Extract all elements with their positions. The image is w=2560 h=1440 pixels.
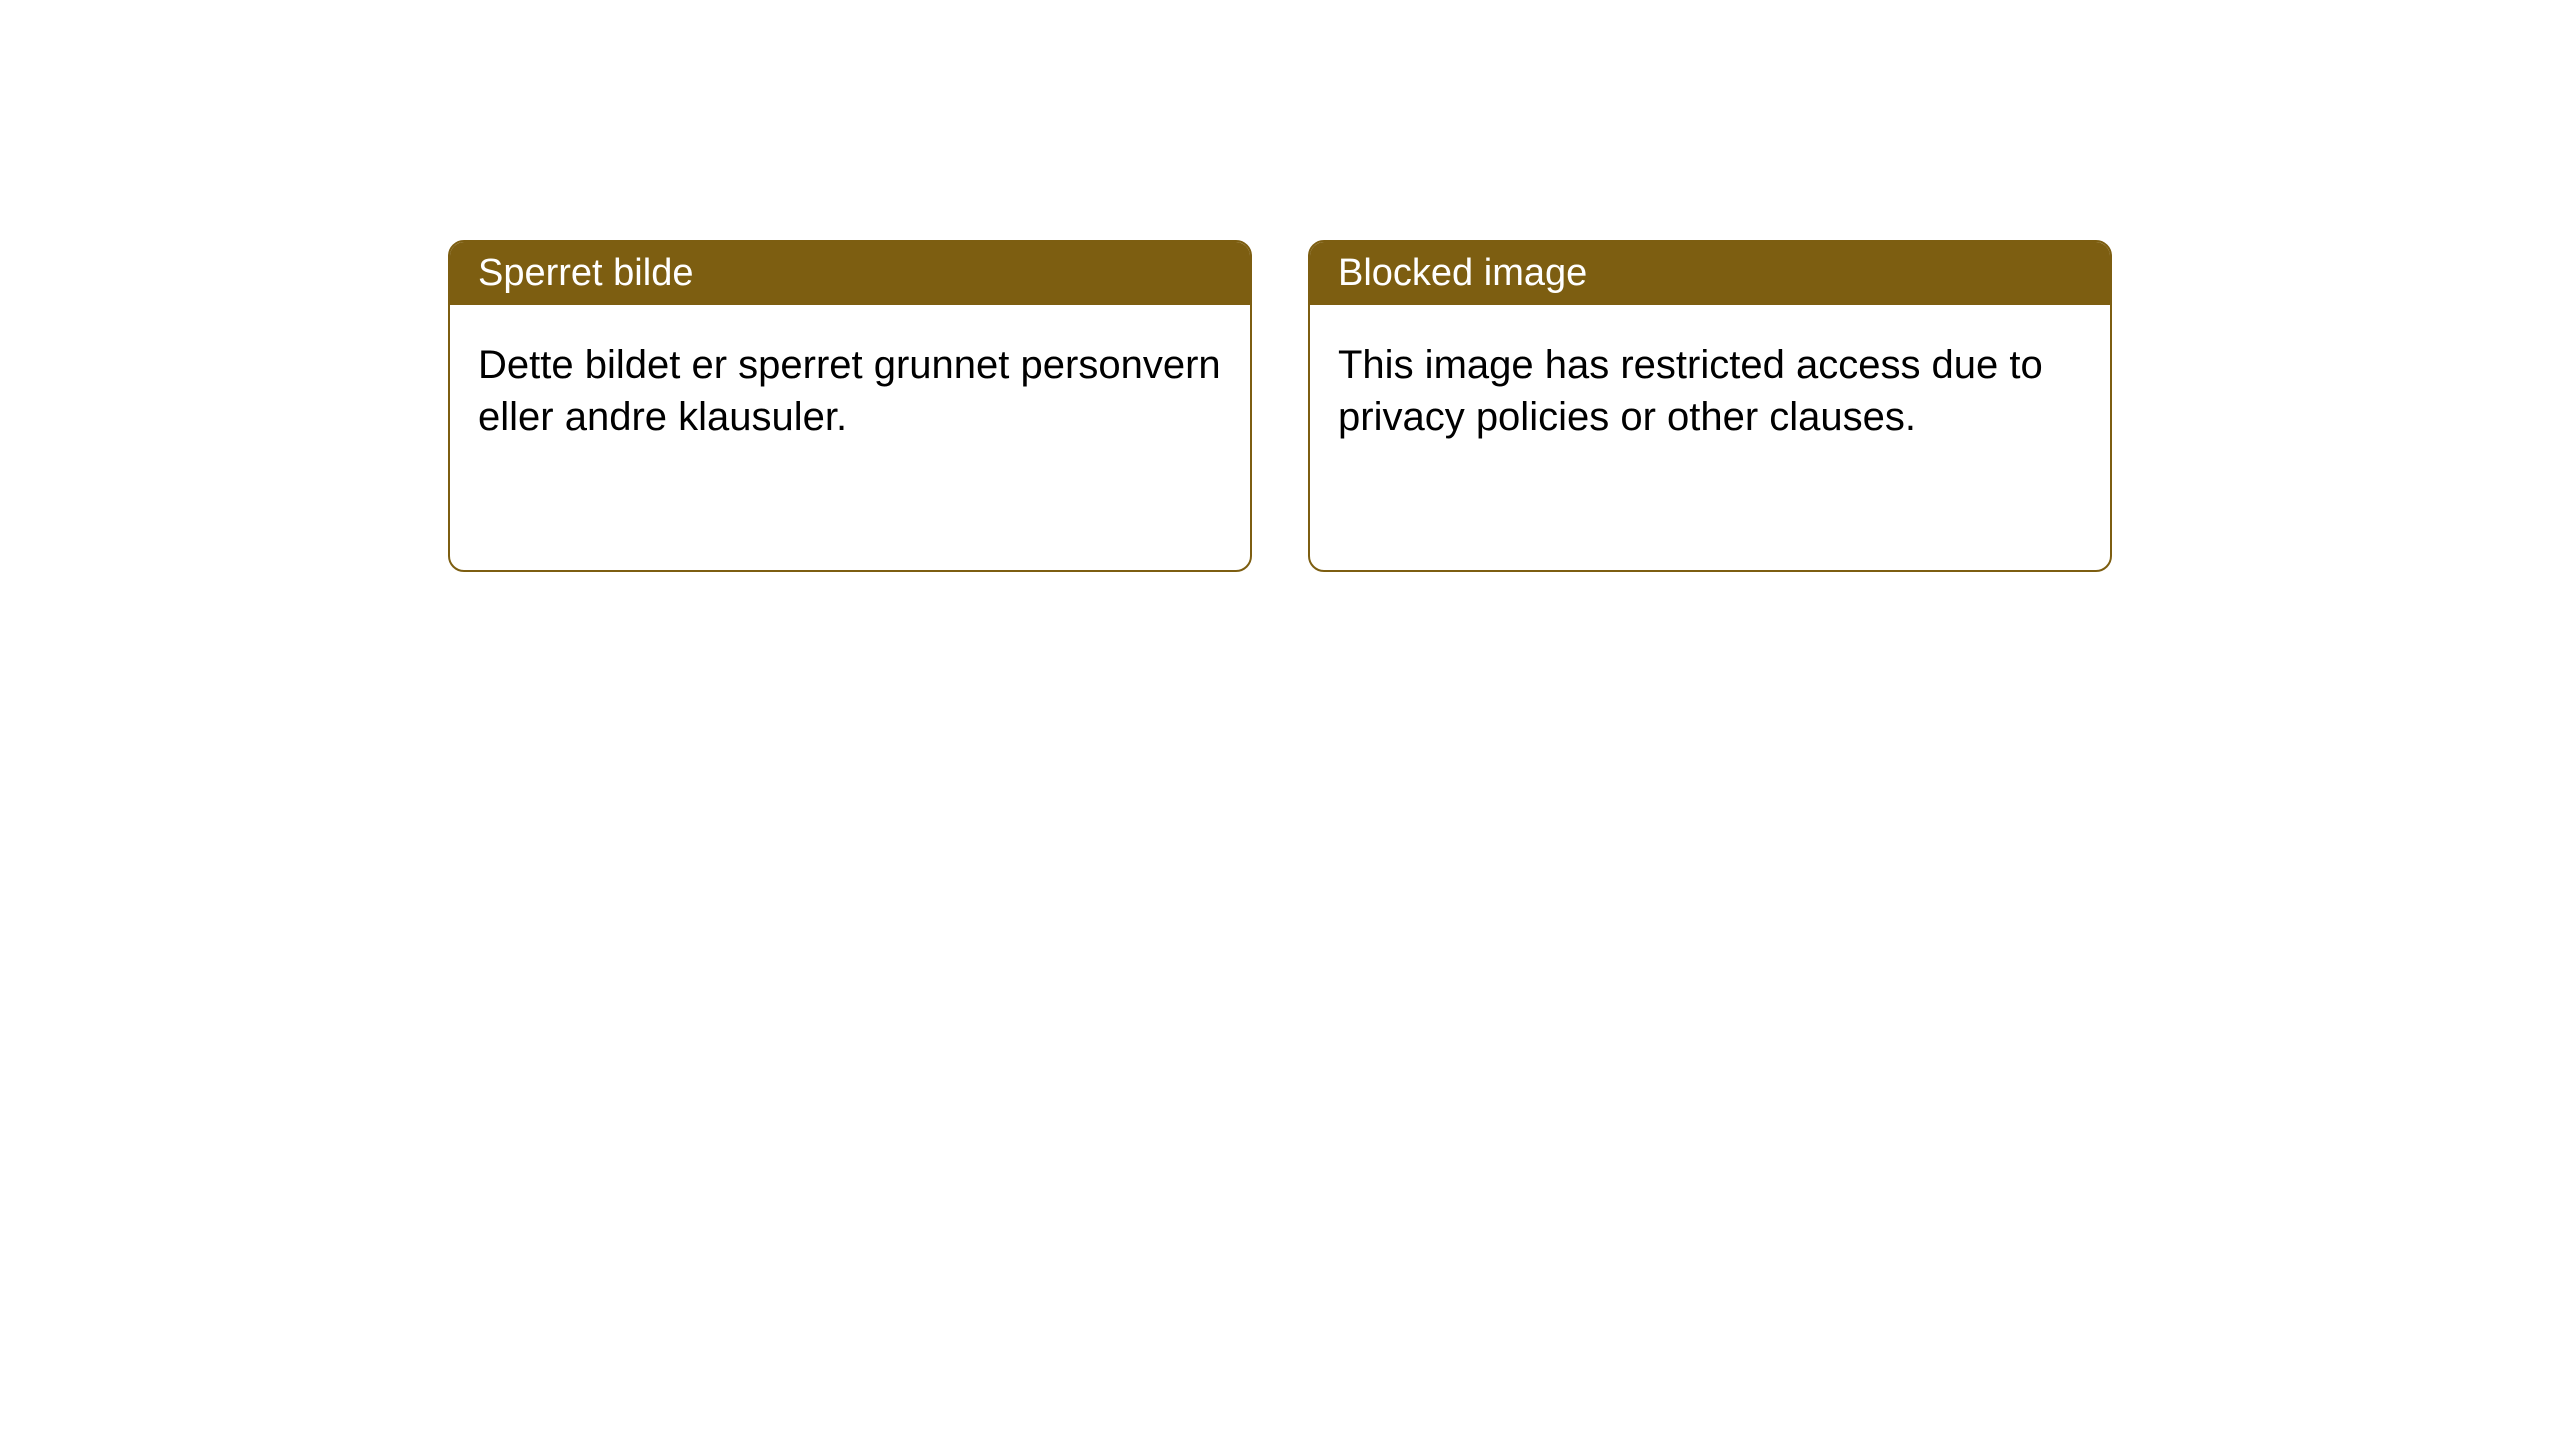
- notice-card-norwegian: Sperret bilde Dette bildet er sperret gr…: [448, 240, 1252, 572]
- notice-body-text: Dette bildet er sperret grunnet personve…: [478, 343, 1221, 439]
- notice-body: This image has restricted access due to …: [1310, 305, 2110, 477]
- notice-title: Sperret bilde: [478, 252, 693, 294]
- notice-header: Sperret bilde: [450, 242, 1250, 305]
- notice-card-english: Blocked image This image has restricted …: [1308, 240, 2112, 572]
- notice-body: Dette bildet er sperret grunnet personve…: [450, 305, 1250, 477]
- notice-body-text: This image has restricted access due to …: [1338, 343, 2043, 439]
- notice-header: Blocked image: [1310, 242, 2110, 305]
- notice-container: Sperret bilde Dette bildet er sperret gr…: [0, 0, 2560, 572]
- notice-title: Blocked image: [1338, 252, 1587, 294]
